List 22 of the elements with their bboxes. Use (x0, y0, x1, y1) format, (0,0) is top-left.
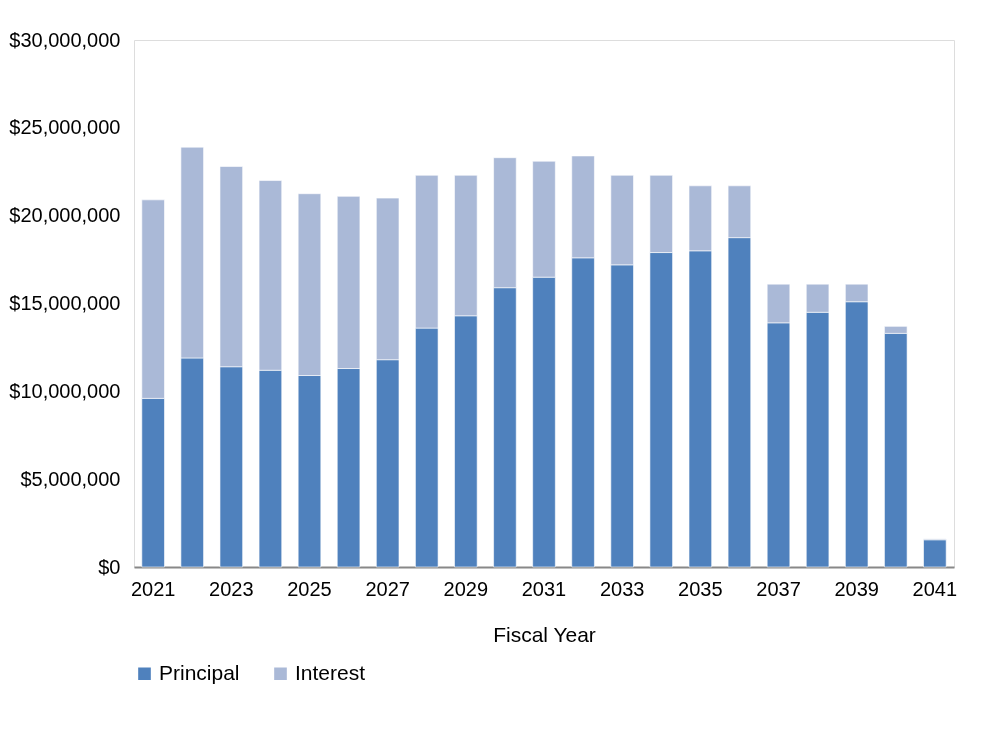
x-tick-label: 2029 (443, 577, 489, 600)
x-tick-label: 2021 (130, 577, 176, 600)
x-tick-label: 2023 (209, 577, 254, 600)
x-tick-label: 2039 (834, 577, 879, 600)
x-tick-label: 2037 (756, 577, 801, 600)
x-tick-label: 2041 (912, 577, 958, 600)
y-tick-label: $30,000,000 (9, 28, 121, 51)
y-tick-label: $20,000,000 (9, 204, 121, 227)
x-tick-label: 2033 (599, 577, 645, 600)
y-tick-label: $25,000,000 (9, 116, 121, 139)
bar (923, 539, 947, 568)
x-tick-label: 2025 (287, 577, 332, 600)
y-tick-label: $5,000,000 (20, 467, 121, 490)
x-axis-title: Fiscal Year (493, 622, 596, 646)
x-tick-label: 2027 (365, 577, 410, 600)
y-tick-label: $15,000,000 (9, 292, 121, 314)
legend-label: Interest (295, 660, 366, 684)
y-tick-label: $10,000,000 (9, 379, 121, 402)
x-tick-label: 2031 (521, 577, 567, 600)
y-tick-label: $0 (98, 555, 121, 578)
x-tick-label: 2035 (678, 577, 723, 600)
legend-label: Principal (159, 660, 240, 684)
